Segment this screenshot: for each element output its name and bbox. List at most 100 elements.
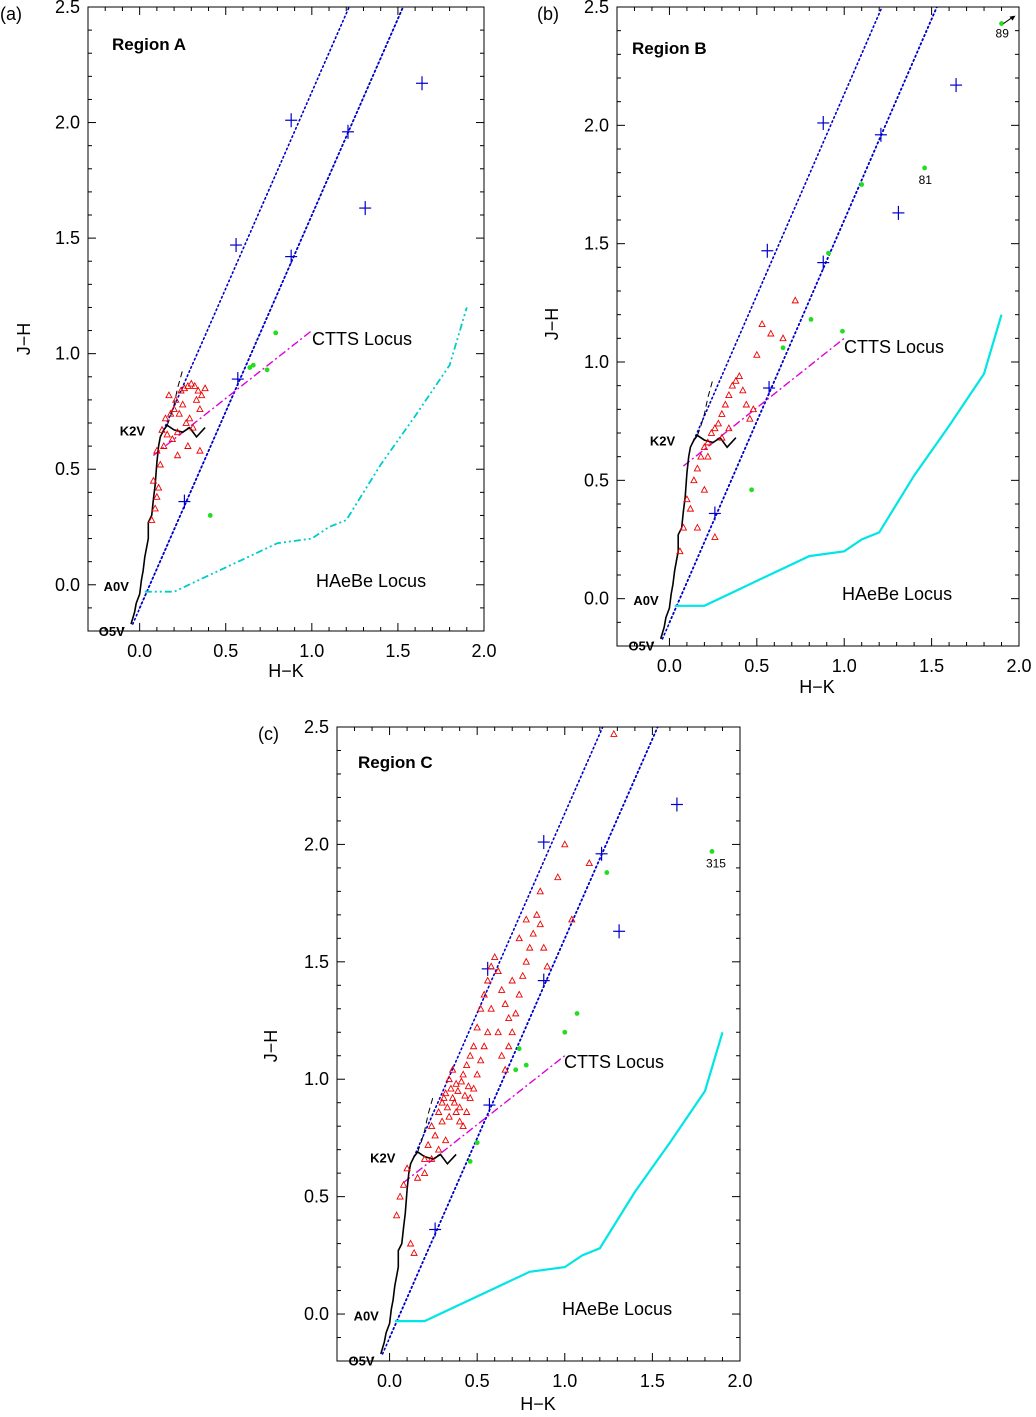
source-label-89: 89 <box>996 27 1010 41</box>
green-dot-point <box>523 1062 529 1068</box>
triangle-point <box>711 424 719 432</box>
triangle-point <box>454 1086 462 1094</box>
triangle-point <box>448 1065 457 1073</box>
triangle-point <box>697 452 705 460</box>
y-tick-label: 2.0 <box>55 113 80 133</box>
y-tick-label: 2.0 <box>584 115 609 135</box>
triangle-point <box>487 1004 495 1012</box>
green-dot-point <box>562 1029 568 1035</box>
triangle-point <box>480 990 488 998</box>
triangle-point <box>177 386 185 394</box>
green-dot-point <box>859 182 865 187</box>
green-dot-point <box>826 250 831 256</box>
y-tick-label: 1.5 <box>304 952 329 972</box>
triangle-point <box>676 547 684 555</box>
triangle-point <box>483 1028 492 1036</box>
triangle-point <box>189 423 197 431</box>
green-dot-point <box>709 849 715 854</box>
triangle-point <box>532 910 541 918</box>
x-tick-label: 2.0 <box>471 641 496 661</box>
triangle-point <box>403 1164 411 1172</box>
triangle-point <box>473 1070 481 1078</box>
triangle-point <box>170 404 178 412</box>
green-dot-point <box>207 513 213 518</box>
panel-label: (c) <box>258 724 279 744</box>
source-label-315: 315 <box>706 856 726 870</box>
green-dot-point <box>808 317 814 322</box>
spectral-type-label-a0v: A0V <box>354 1308 380 1323</box>
reddening-vector-2 <box>162 7 350 431</box>
haebe-locus-line <box>674 314 1003 607</box>
triangle-point <box>461 1091 469 1099</box>
triangle-point <box>791 296 800 304</box>
spectral-type-label-k2v: K2V <box>650 434 676 449</box>
spectral-type-label-a0v: A0V <box>104 579 130 594</box>
triangle-point <box>431 1131 439 1139</box>
x-tick-label: 0.0 <box>127 641 152 661</box>
triangle-point <box>469 1042 478 1050</box>
green-dot-point <box>516 1046 522 1052</box>
y-tick-label: 0.0 <box>584 589 609 609</box>
triangle-point <box>501 1065 509 1073</box>
triangle-point <box>511 1009 520 1017</box>
x-axis-title: H−K <box>799 677 835 697</box>
green-dot-point <box>922 165 928 171</box>
triangle-point <box>452 1079 460 1087</box>
triangle-point <box>525 943 534 951</box>
y-tick-label: 0.5 <box>304 1187 329 1207</box>
y-tick-label: 2.0 <box>304 834 329 854</box>
reddening-vector-1 <box>668 7 938 624</box>
reddening-vector-3 <box>131 7 405 625</box>
green-dot-point <box>999 21 1004 26</box>
triangle-point <box>413 1173 422 1181</box>
plot-area <box>130 7 468 625</box>
green-dot-point <box>250 362 256 368</box>
x-axis-title: H−K <box>268 661 304 681</box>
triangle-point <box>718 433 726 441</box>
triangle-point <box>438 1098 446 1106</box>
triangle-point <box>445 1112 453 1120</box>
triangle-point <box>178 400 187 408</box>
triangle-point <box>457 1077 466 1085</box>
haebe-locus-label: HAeBe Locus <box>316 571 426 591</box>
triangle-point <box>420 1168 429 1176</box>
chart-title: Region A <box>112 35 186 54</box>
triangle-point <box>487 962 495 970</box>
giant-branch-locus <box>417 1095 434 1153</box>
triangle-point <box>173 428 182 436</box>
triangle-point <box>396 1192 404 1200</box>
spectral-type-label-o5v: O5V <box>99 624 125 639</box>
green-dot-point <box>604 870 610 875</box>
triangle-point <box>767 329 775 337</box>
triangle-point <box>501 999 509 1007</box>
triangle-point <box>455 1117 464 1125</box>
triangle-point <box>497 1051 506 1059</box>
arrow-head-89 <box>1009 15 1016 21</box>
green-dot-point <box>467 1159 473 1164</box>
triangle-point <box>410 1248 418 1256</box>
triangle-point <box>728 381 737 389</box>
panel-label: (a) <box>0 4 22 24</box>
triangle-point <box>707 428 716 436</box>
triangle-point <box>161 414 170 422</box>
triangle-point <box>392 1211 401 1219</box>
triangle-point <box>462 1060 471 1068</box>
triangle-point <box>714 419 723 427</box>
triangle-point <box>151 504 159 512</box>
triangle-point <box>483 976 492 984</box>
triangle-point <box>585 859 594 867</box>
triangle-point <box>735 372 744 380</box>
triangle-point <box>469 1084 478 1092</box>
green-dot-point <box>513 1067 519 1073</box>
triangle-point <box>153 446 161 454</box>
triangle-point <box>504 1014 513 1022</box>
y-tick-label: 2.5 <box>55 0 80 17</box>
triangle-point <box>462 1107 471 1115</box>
giant-branch-locus <box>166 369 184 426</box>
green-dot-point <box>749 487 754 493</box>
triangle-point <box>464 1082 473 1090</box>
triangle-point <box>452 1107 460 1115</box>
y-tick-label: 0.0 <box>304 1304 329 1324</box>
triangle-point <box>683 495 691 503</box>
